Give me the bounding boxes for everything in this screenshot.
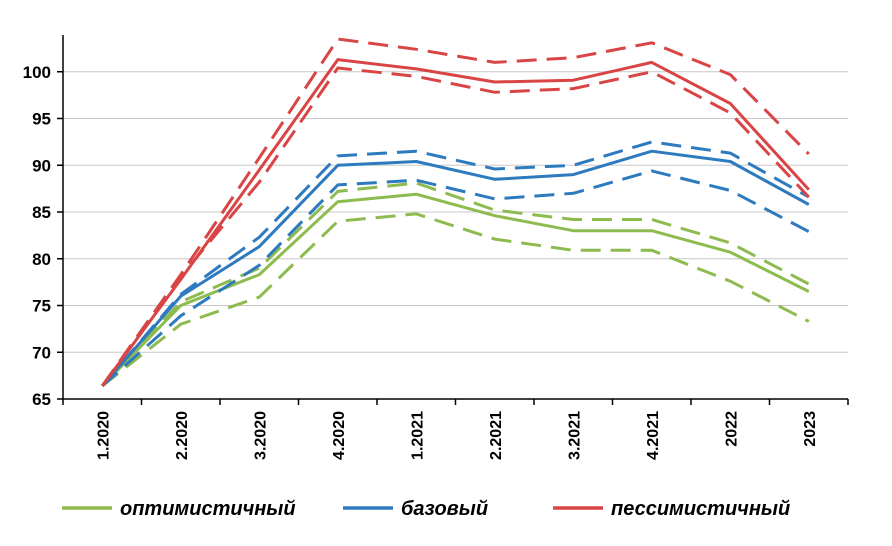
y-tick-label-75: 75 (32, 297, 51, 316)
x-tick-label-2022: 2022 (723, 411, 740, 447)
legend-item-2: базовый (343, 498, 488, 520)
y-tick-label-85: 85 (32, 203, 51, 222)
legend-label: базовый (401, 498, 488, 520)
series-line-оптимистичный-верх (101, 181, 810, 387)
legend-label: пессимистичный (611, 498, 790, 520)
series-line-базовый-низ (101, 169, 810, 388)
y-tick-label-95: 95 (32, 110, 51, 129)
legend-item-1: оптимистичный (62, 498, 296, 520)
axes (57, 35, 849, 405)
x-tick-label-4.2020: 4.2020 (331, 411, 348, 460)
x-tick-label-1.2021: 1.2021 (409, 411, 426, 460)
series-line-базовый-верх (101, 140, 810, 387)
x-tick-label-2.2021: 2.2021 (488, 411, 505, 460)
gridlines (63, 71, 848, 353)
legend-item-3: пессимистичный (553, 498, 790, 520)
y-tick-label-70: 70 (32, 343, 51, 362)
series-line-оптимистичный (101, 192, 810, 387)
y-tick-label-65: 65 (32, 390, 51, 409)
series-line-пессимистичный-низ (101, 66, 810, 387)
x-tick-labels: 1.2020 2.2020 3.2020 4.2020 1.2021 2.2021 3.20… (95, 411, 819, 460)
x-tick-label-4.2021: 4.2021 (645, 411, 662, 460)
legend-label: оптимистичный (120, 498, 296, 520)
y-tick-label-90: 90 (32, 156, 51, 175)
y-tick-label-100: 100 (23, 63, 51, 82)
x-tick-label-3.2021: 3.2021 (566, 411, 583, 460)
legend: оптимистичный базовый пессимистичный (62, 498, 790, 520)
x-tick-label-1.2020: 1.2020 (95, 411, 112, 460)
series-line-пессимистичный (101, 58, 810, 387)
x-tick-label-2.2020: 2.2020 (174, 411, 191, 460)
series-line-базовый (101, 149, 810, 387)
series-lines (101, 37, 810, 388)
x-tick-label-2023: 2023 (802, 411, 819, 447)
y-tick-labels: 65 70 75 80 85 90 95 100 (23, 63, 51, 409)
x-tick-label-3.2020: 3.2020 (252, 411, 269, 460)
y-tick-label-80: 80 (32, 250, 51, 269)
